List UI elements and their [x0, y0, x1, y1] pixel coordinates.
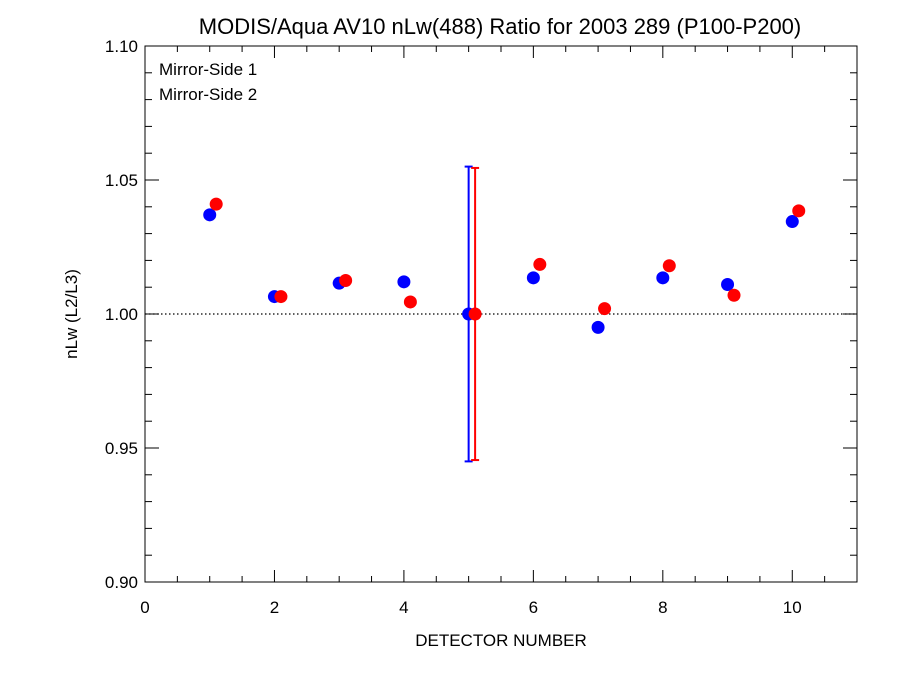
data-point-series-2: [662, 259, 676, 273]
data-point-series-2: [792, 204, 806, 218]
y-tick-label: 0.95: [105, 439, 138, 458]
data-point-series-1: [397, 275, 411, 289]
data-point-series-1: [721, 278, 735, 292]
y-axis-label: nLw (L2/L3): [62, 269, 81, 359]
data-point-series-1: [591, 320, 605, 334]
y-axis-tick-labels: 0.90 0.95 1.00 1.05 1.10: [105, 37, 138, 592]
x-tick-label: 8: [658, 598, 667, 617]
legend: Mirror-Side 1 Mirror-Side 2: [159, 60, 257, 104]
y-axis-ticks: [145, 45, 857, 583]
x-tick-label: 4: [399, 598, 408, 617]
x-tick-label: 0: [140, 598, 149, 617]
x-axis-tick-labels: 0 2 4 6 8 10: [140, 598, 801, 617]
data-point-series-2: [209, 197, 223, 211]
y-tick-label: 1.10: [105, 37, 138, 56]
x-tick-label: 2: [270, 598, 279, 617]
data-point-series-2: [468, 307, 482, 321]
x-tick-label: 10: [783, 598, 802, 617]
data-point-series-1: [785, 215, 799, 229]
data-points: [203, 197, 806, 334]
data-point-series-2: [403, 295, 417, 309]
y-tick-label: 0.90: [105, 573, 138, 592]
data-point-series-1: [656, 271, 670, 285]
x-tick-label: 6: [529, 598, 538, 617]
x-axis-label: DETECTOR NUMBER: [415, 631, 587, 650]
legend-entry-series-1: Mirror-Side 1: [159, 60, 257, 79]
y-tick-label: 1.00: [105, 305, 138, 324]
data-point-series-1: [526, 271, 540, 285]
y-tick-label: 1.05: [105, 171, 138, 190]
data-point-series-2: [274, 290, 288, 304]
data-point-series-2: [339, 274, 353, 287]
x-axis-ticks: [144, 46, 858, 582]
legend-entry-series-2: Mirror-Side 2: [159, 85, 257, 104]
data-point-series-2: [727, 288, 741, 302]
chart-title: MODIS/Aqua AV10 nLw(488) Ratio for 2003 …: [199, 14, 802, 39]
data-point-series-1: [203, 208, 217, 222]
data-point-series-2: [533, 257, 547, 271]
data-point-series-2: [598, 302, 612, 316]
